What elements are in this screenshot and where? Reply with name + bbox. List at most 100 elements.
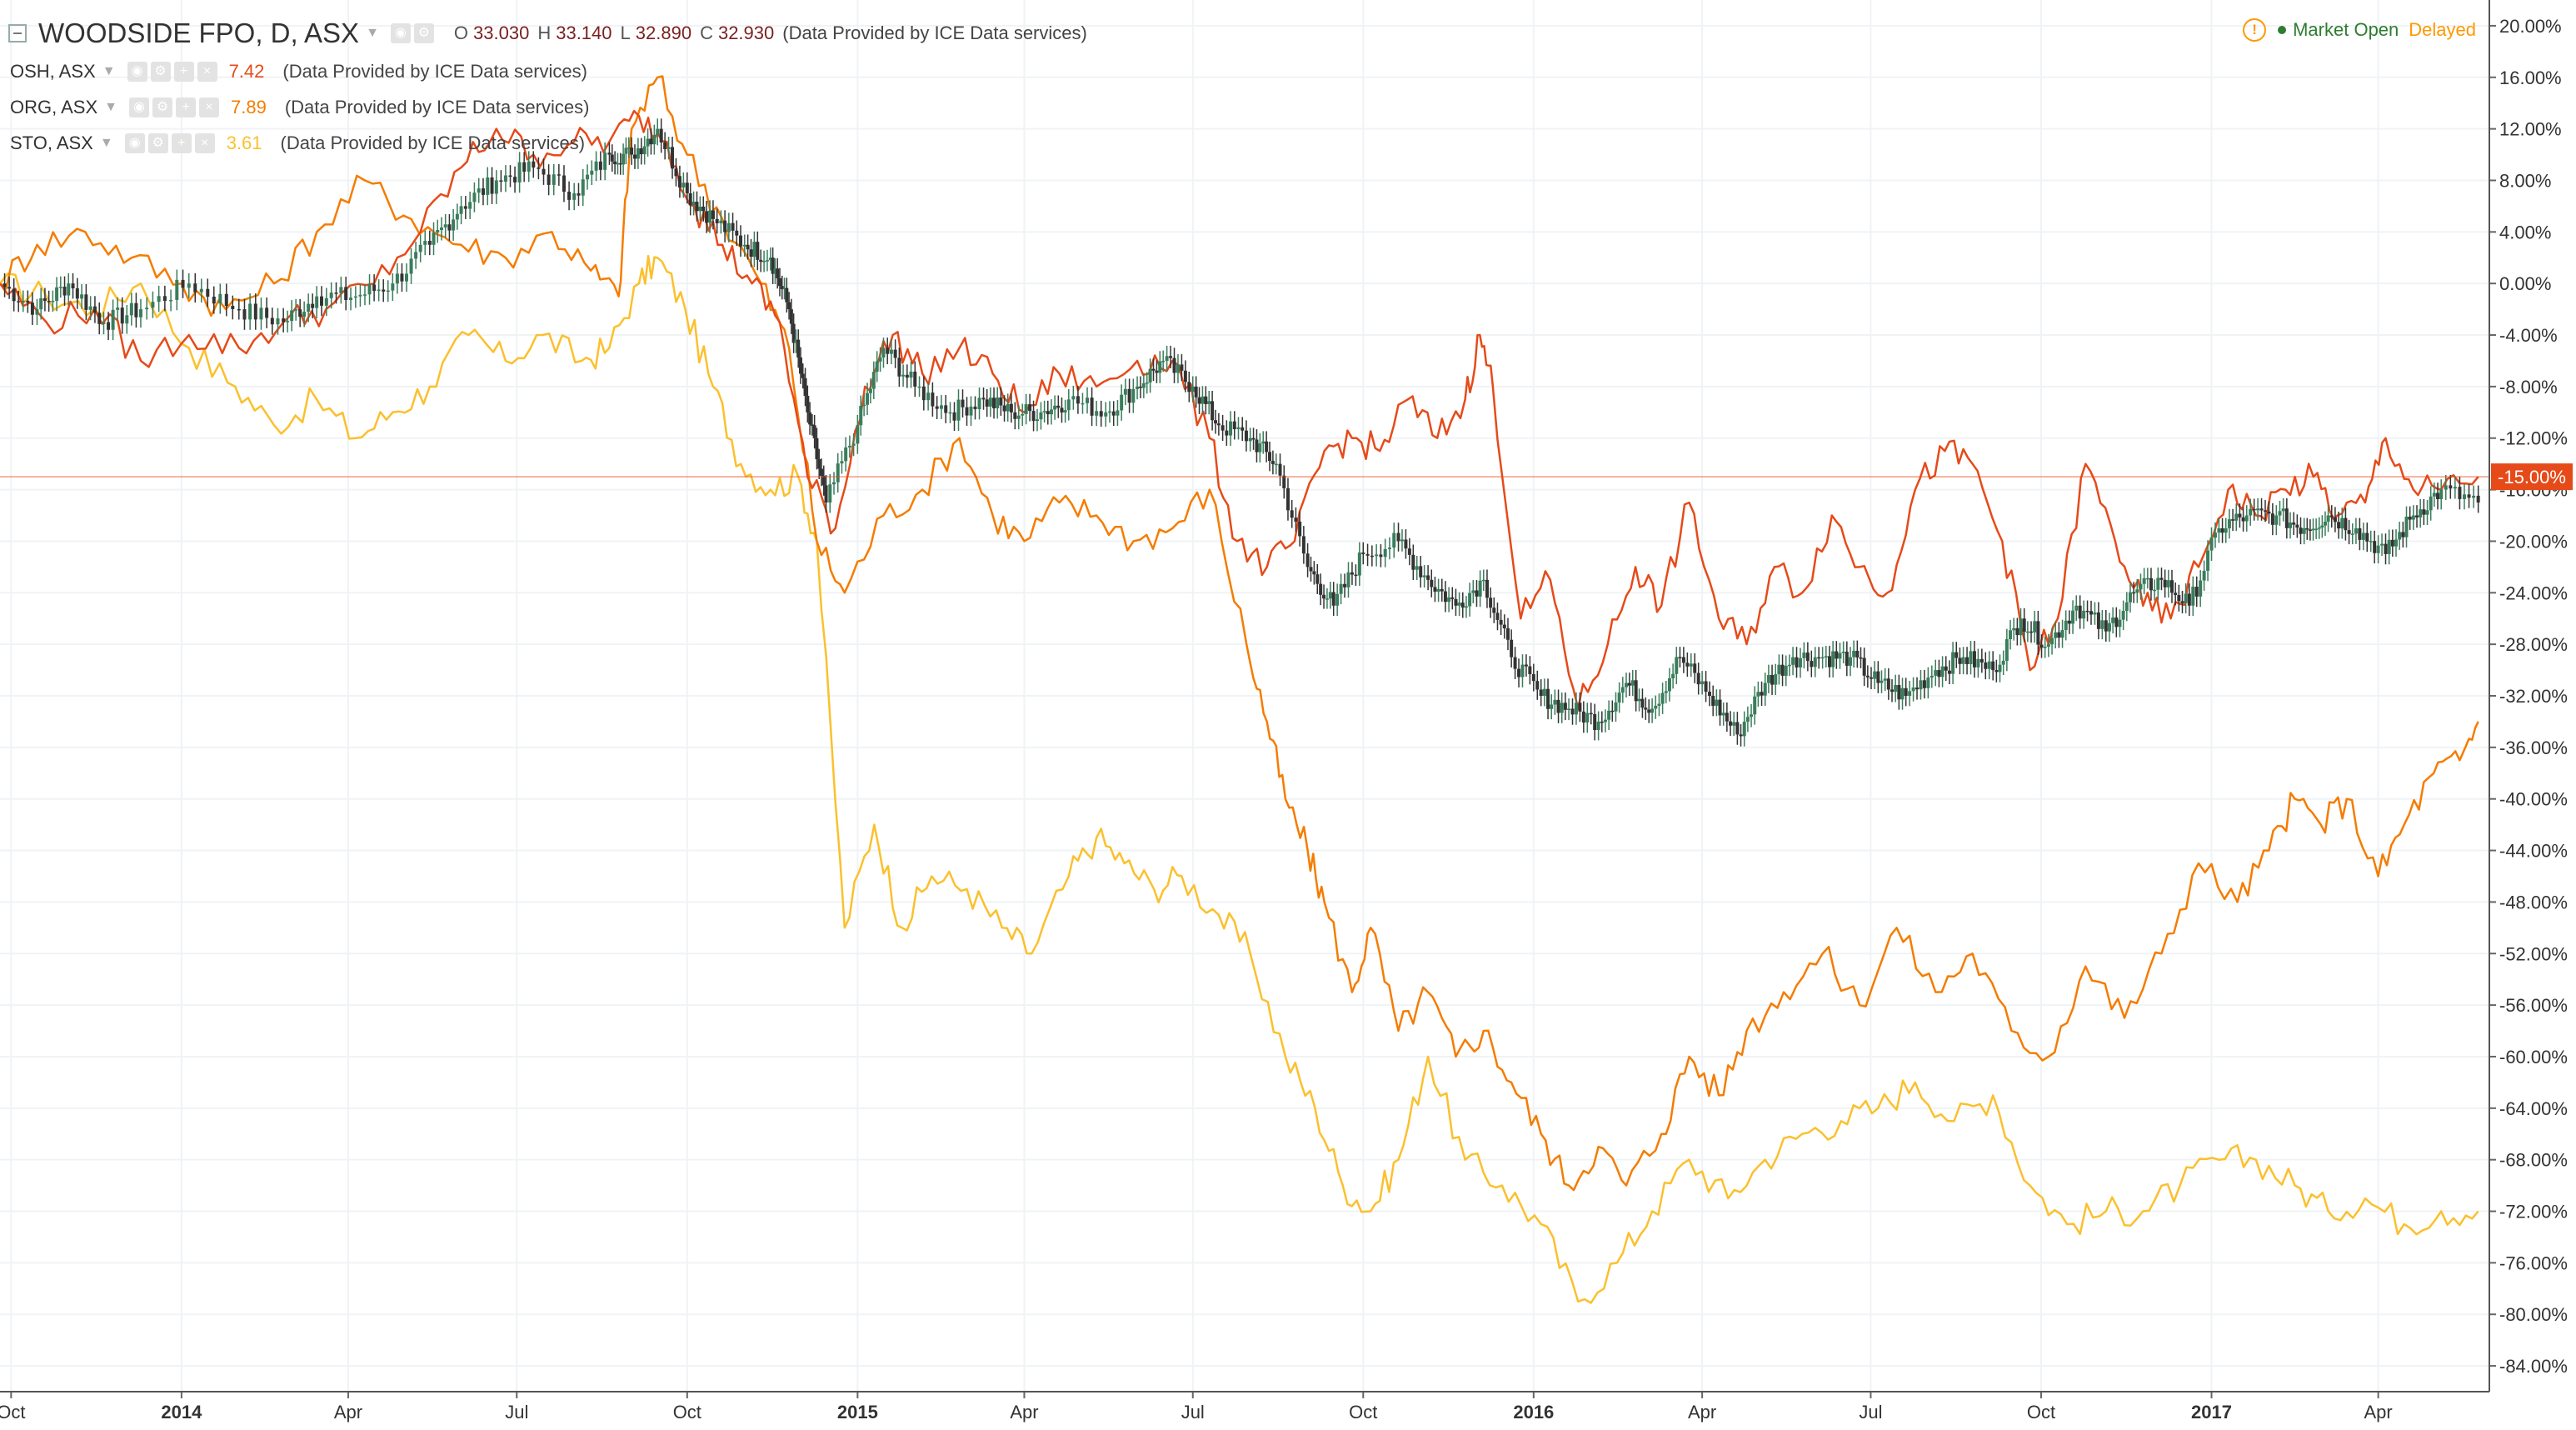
- symbol-name[interactable]: ORG, ASX: [10, 96, 98, 118]
- candle-body: [1934, 670, 1938, 676]
- alert-icon[interactable]: !: [2243, 18, 2267, 42]
- candle-body: [2344, 518, 2348, 531]
- candle: [2206, 540, 2210, 582]
- candle-body: [552, 174, 556, 185]
- gear-icon[interactable]: ⚙: [147, 132, 168, 153]
- candle: [1922, 669, 1926, 699]
- chevron-down-icon[interactable]: ▼: [366, 26, 379, 40]
- close-icon[interactable]: ×: [194, 132, 215, 153]
- main-symbol-title[interactable]: WOODSIDE FPO, D, ASX: [38, 18, 360, 48]
- candle: [1791, 647, 1795, 676]
- chevron-down-icon[interactable]: ▼: [99, 135, 113, 150]
- eye-icon[interactable]: ◉: [129, 97, 149, 118]
- candle: [1745, 706, 1750, 732]
- candle: [1213, 409, 1217, 434]
- candle-body: [1862, 658, 1866, 676]
- candle: [1492, 597, 1496, 623]
- candle-body: [367, 284, 372, 295]
- candle-body: [1798, 658, 1802, 668]
- candle: [791, 313, 796, 353]
- candle-body: [708, 210, 712, 223]
- candle-body: [477, 188, 481, 193]
- candle-body: [1753, 696, 1757, 715]
- candle: [768, 247, 772, 271]
- candle: [423, 230, 427, 256]
- chevron-down-icon[interactable]: ▼: [102, 63, 116, 78]
- symbol-value: 7.89: [231, 96, 267, 118]
- candle-body: [2317, 528, 2321, 529]
- candle-body: [463, 206, 467, 209]
- eye-icon[interactable]: ◉: [390, 23, 411, 43]
- candle: [2043, 636, 2047, 658]
- market-open-dot-icon: [2278, 26, 2287, 34]
- candle: [1111, 401, 1116, 427]
- candle-body: [1301, 536, 1305, 554]
- candle-body: [30, 302, 34, 315]
- candle-body: [2323, 522, 2327, 526]
- eye-icon[interactable]: ◉: [127, 61, 147, 82]
- symbol-name[interactable]: OSH, ASX: [10, 60, 96, 82]
- candle-body: [824, 485, 828, 503]
- candle: [1447, 587, 1451, 612]
- candle: [459, 196, 463, 225]
- candle: [1926, 667, 1930, 699]
- candle: [547, 164, 551, 196]
- candle-body: [517, 162, 522, 182]
- candle: [1894, 674, 1898, 702]
- candle: [889, 339, 893, 365]
- candle-body: [1076, 396, 1080, 404]
- candle: [2458, 476, 2462, 510]
- close-icon[interactable]: ×: [197, 61, 217, 82]
- candle-body: [726, 222, 731, 232]
- symbol-name[interactable]: STO, ASX: [10, 132, 93, 153]
- close-icon[interactable]: ×: [199, 97, 219, 118]
- candle-body: [695, 202, 699, 212]
- candle-body: [1742, 722, 1746, 737]
- candle: [2199, 570, 2203, 608]
- candle: [739, 225, 743, 258]
- x-tick-label: Oct: [1349, 1402, 1377, 1422]
- gear-icon[interactable]: ⚙: [152, 97, 172, 118]
- candle: [1647, 699, 1651, 723]
- candle: [84, 283, 88, 321]
- candle: [472, 182, 477, 212]
- candle: [1630, 669, 1635, 697]
- chevron-down-icon[interactable]: ▼: [104, 99, 117, 114]
- candle: [1827, 646, 1831, 678]
- candle-body: [1987, 661, 1991, 669]
- eye-icon[interactable]: ◉: [124, 132, 145, 153]
- candle: [2180, 590, 2184, 614]
- candle-body: [1827, 656, 1831, 668]
- candle-body: [1294, 518, 1298, 522]
- gear-icon[interactable]: ⚙: [150, 61, 171, 82]
- plus-icon[interactable]: +: [171, 132, 192, 153]
- candle: [1201, 386, 1205, 414]
- collapse-icon[interactable]: [8, 24, 27, 42]
- candle: [1965, 647, 1969, 675]
- plus-icon[interactable]: +: [176, 97, 196, 118]
- gear-icon[interactable]: ⚙: [413, 23, 434, 43]
- y-tick-label: -56.00%: [2499, 995, 2568, 1016]
- candle: [2295, 514, 2299, 538]
- candle-body: [787, 302, 791, 310]
- candle: [307, 293, 311, 322]
- candle: [1535, 670, 1540, 700]
- candle-body: [2082, 610, 2086, 619]
- candle-body: [1495, 612, 1500, 620]
- candle-body: [1965, 657, 1969, 664]
- candle-body: [1930, 675, 1934, 678]
- candle-body: [913, 371, 917, 387]
- candle: [666, 137, 671, 160]
- candle-body: [828, 484, 832, 503]
- plus-icon[interactable]: +: [173, 61, 194, 82]
- candle-body: [1976, 658, 1980, 668]
- candle: [1216, 412, 1221, 436]
- candle: [817, 448, 821, 479]
- candle: [1600, 711, 1604, 732]
- candle: [1708, 681, 1712, 707]
- candle-body: [2050, 638, 2054, 645]
- candle-body: [1739, 734, 1743, 737]
- candle: [688, 182, 692, 216]
- candle: [2432, 482, 2436, 508]
- candle: [881, 338, 886, 368]
